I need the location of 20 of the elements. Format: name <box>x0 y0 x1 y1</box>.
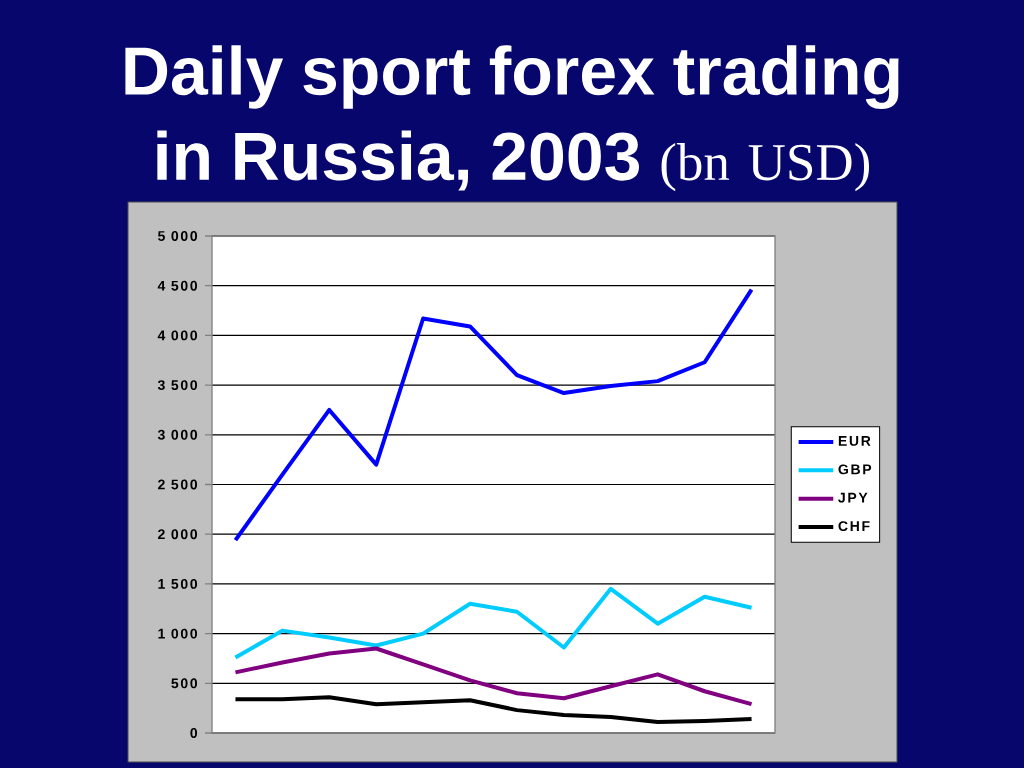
y-tick-label: 1 000 <box>158 628 198 639</box>
y-tick-label: 500 <box>171 678 198 689</box>
legend-label: EUR <box>838 436 871 446</box>
y-tick-label: 2 000 <box>158 529 198 540</box>
line-series <box>233 695 754 725</box>
y-tick-label: 1 500 <box>158 578 198 589</box>
y-tick-label: 5 000 <box>157 231 198 241</box>
legend-label: JPY <box>838 492 868 503</box>
y-tick-label: 3 000 <box>157 429 198 440</box>
line-series <box>233 586 754 660</box>
y-tick-label: 2 500 <box>158 479 198 490</box>
legend-label: GBP <box>838 464 872 475</box>
legend-label: CHF <box>838 521 870 532</box>
chart-title: Daily sport forex trading in Russia, 2003 (bn USD) <box>125 45 899 192</box>
y-tick-label: 4 500 <box>157 280 198 291</box>
line-series <box>233 646 754 707</box>
y-tick-label: 3 500 <box>157 380 198 391</box>
y-tick-label: 4 000 <box>157 330 198 341</box>
line-series <box>233 287 754 543</box>
y-tick-label: 0 <box>190 728 198 738</box>
